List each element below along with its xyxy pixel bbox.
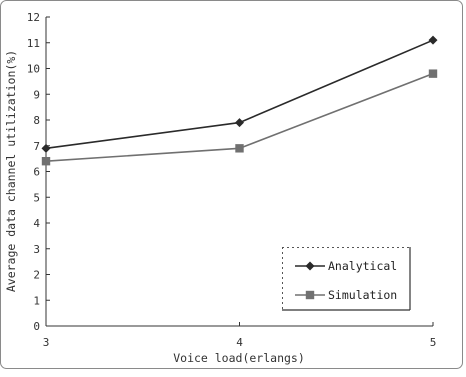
y-tick-label: 2 — [33, 269, 40, 282]
y-tick-label: 7 — [33, 140, 40, 153]
legend-box — [282, 247, 410, 310]
y-tick-label: 10 — [27, 63, 40, 76]
data-point-analytical — [235, 118, 244, 128]
x-tick-label: 3 — [43, 336, 50, 349]
series-line-analytical — [45, 39, 434, 150]
y-tick-label: 5 — [33, 191, 40, 204]
y-tick-label: 0 — [33, 320, 40, 333]
legend-label-analytical: Analytical — [328, 259, 397, 273]
y-tick-label: 6 — [33, 166, 40, 179]
legend: Analytical Simulation — [282, 247, 411, 311]
data-point-simulation — [428, 69, 438, 78]
series-layer — [41, 35, 438, 166]
legend-marker-analytical — [305, 261, 315, 271]
y-tick-label: 11 — [27, 37, 40, 50]
x-axis-title: Voice load(erlangs) — [173, 351, 305, 365]
y-tick-label: 8 — [33, 114, 40, 127]
y-tick-label: 3 — [33, 243, 40, 256]
data-point-analytical — [428, 35, 438, 45]
y-axis-title: Average data channel utilization(%) — [4, 50, 18, 292]
data-point-simulation — [41, 157, 51, 166]
x-tick-label: 5 — [430, 336, 437, 349]
legend-label-simulation: Simulation — [328, 288, 397, 302]
data-point-simulation — [235, 144, 244, 153]
y-tick-label: 9 — [33, 88, 40, 101]
x-tick-label: 4 — [236, 336, 243, 349]
x-axis-ticks: 3 4 5 — [43, 322, 437, 349]
legend-marker-simulation — [305, 290, 315, 300]
legend-items: Analytical Simulation — [295, 259, 397, 302]
y-tick-label: 12 — [27, 11, 40, 24]
chart-frame — [0, 0, 463, 369]
data-point-analytical — [41, 143, 51, 153]
y-tick-label: 4 — [33, 217, 40, 230]
y-tick-label: 1 — [33, 294, 40, 307]
